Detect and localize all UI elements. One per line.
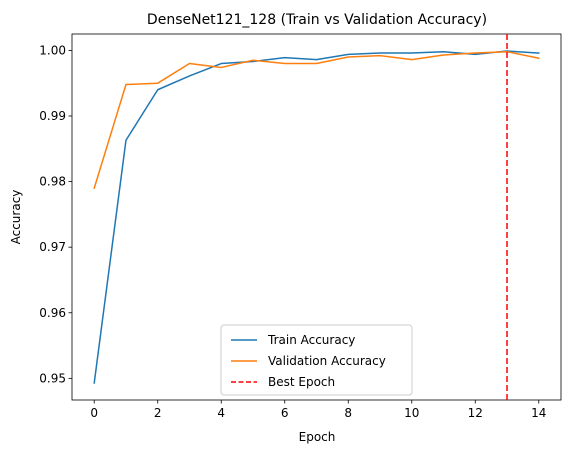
x-axis: 0 2 4 6 8 10 12 14 bbox=[90, 400, 546, 420]
y-tick-label: 0.97 bbox=[39, 240, 66, 254]
y-tick-label: 0.98 bbox=[39, 175, 66, 189]
y-axis: 0.95 0.96 0.97 0.98 0.99 1.00 bbox=[39, 43, 72, 385]
legend-label: Best Epoch bbox=[268, 375, 335, 389]
x-tick-label: 8 bbox=[344, 406, 352, 420]
x-tick-label: 2 bbox=[154, 406, 162, 420]
legend-box bbox=[220, 324, 413, 396]
y-tick-label: 0.99 bbox=[39, 109, 66, 123]
plot-frame bbox=[71, 33, 562, 401]
x-tick-label: 4 bbox=[217, 406, 225, 420]
series-line-validation-accuracy bbox=[93, 50, 540, 190]
x-tick-label: 10 bbox=[404, 406, 419, 420]
x-tick-label: 14 bbox=[531, 406, 546, 420]
legend: Train Accuracy Validation Accuracy Best Ep… bbox=[220, 324, 413, 396]
y-tick-label: 0.95 bbox=[39, 371, 66, 385]
legend-label: Validation Accuracy bbox=[268, 354, 386, 368]
x-tick-label: 6 bbox=[281, 406, 289, 420]
y-tick-label: 1.00 bbox=[39, 43, 66, 57]
series-layer bbox=[93, 50, 540, 384]
x-axis-title: Epoch bbox=[299, 430, 336, 444]
chart-title: DenseNet121_128 (Train vs Validation Acc… bbox=[147, 12, 487, 28]
legend-label: Train Accuracy bbox=[267, 333, 355, 347]
y-tick-label: 0.96 bbox=[39, 306, 66, 320]
y-axis-title: Accuracy bbox=[9, 190, 23, 245]
x-tick-label: 0 bbox=[90, 406, 98, 420]
x-tick-label: 12 bbox=[468, 406, 483, 420]
